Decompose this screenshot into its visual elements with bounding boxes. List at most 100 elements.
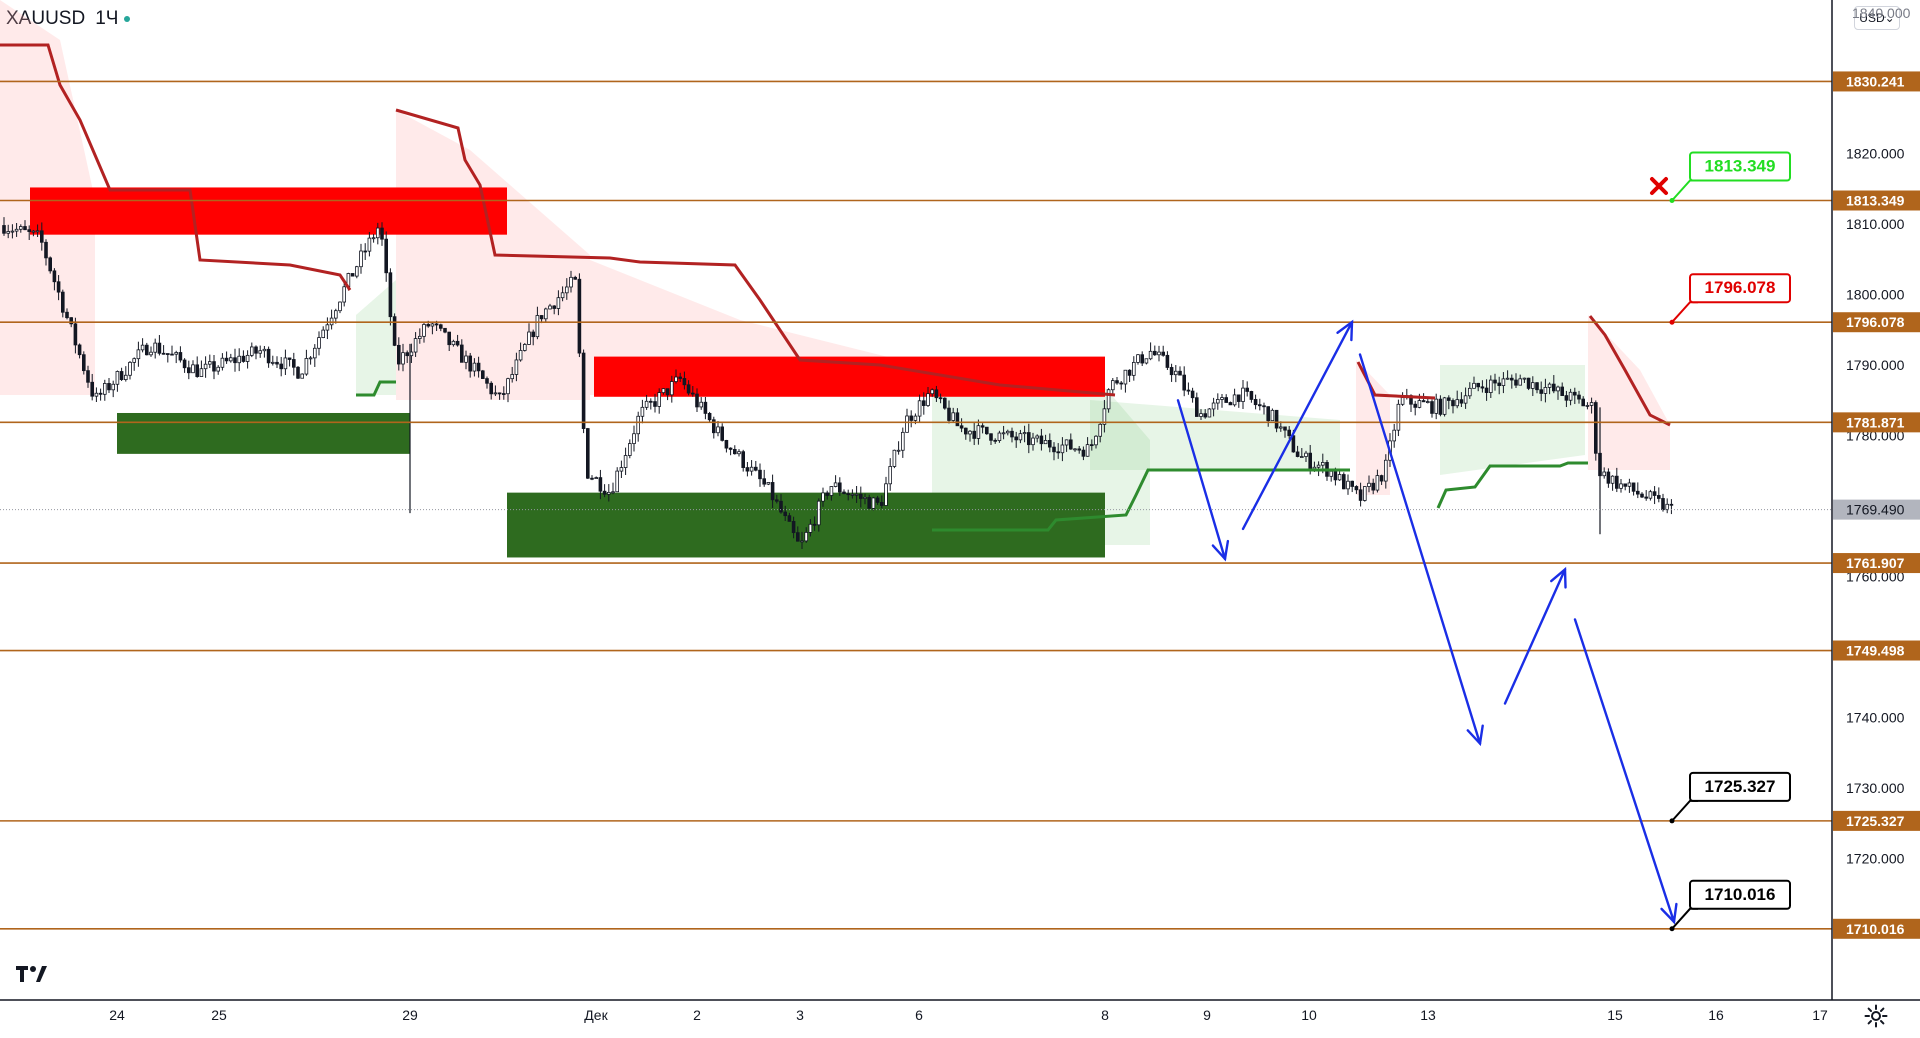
candle (1455, 399, 1460, 407)
candle (619, 467, 624, 472)
candle (1203, 413, 1208, 418)
candle (1547, 383, 1552, 388)
candle (1501, 378, 1506, 386)
candle (846, 493, 850, 496)
candle (132, 358, 137, 363)
callout-box (1689, 771, 1791, 802)
candle (812, 523, 817, 526)
candle (283, 357, 288, 370)
candle (934, 389, 939, 399)
candle (1514, 379, 1518, 386)
gear-icon[interactable] (1864, 1004, 1888, 1028)
chevron-down-icon: ⌄ (1884, 11, 1895, 25)
candle (1022, 432, 1027, 435)
callout-text: 1813.349 (1705, 156, 1776, 175)
candle (1367, 482, 1371, 487)
symbol-name[interactable]: XAUUSD (6, 8, 86, 29)
candle (1081, 449, 1086, 457)
x-tick-label: 24 (109, 1007, 125, 1023)
candle (917, 400, 922, 417)
candle (880, 502, 884, 506)
candle (510, 374, 514, 380)
candle (489, 382, 493, 395)
candle (518, 350, 523, 361)
candle (682, 378, 687, 386)
candle (1589, 402, 1594, 406)
candle (770, 482, 775, 501)
candle (1447, 397, 1451, 401)
tradingview-logo-icon[interactable] (14, 960, 48, 986)
candle (144, 344, 149, 356)
candle (1153, 350, 1157, 356)
candle (86, 370, 90, 383)
candle (1144, 358, 1149, 364)
plot-area: 1813.349 1796.078 1725.327 1710.016 (0, 0, 1832, 932)
candle (186, 367, 191, 374)
candle (670, 381, 674, 396)
candle (18, 226, 23, 230)
candle (817, 500, 821, 526)
candle (523, 344, 527, 351)
callout-anchor (1669, 926, 1675, 932)
candle (1010, 430, 1014, 438)
candle (590, 477, 594, 480)
candle (191, 364, 195, 374)
candle (544, 308, 548, 320)
candle (674, 376, 678, 382)
candle (1186, 389, 1191, 392)
candle (1577, 394, 1581, 400)
candle (434, 323, 439, 326)
candle (1476, 382, 1481, 388)
candle (1039, 435, 1044, 445)
candle (1526, 377, 1531, 389)
candle (262, 348, 267, 352)
candle (1052, 446, 1056, 453)
candle (1270, 409, 1275, 422)
candle (1505, 377, 1510, 380)
candle (1354, 486, 1359, 491)
interval-label[interactable]: 1Ч (95, 8, 119, 29)
forecast-arrow-segment (1358, 353, 1482, 745)
candle (115, 371, 120, 385)
candle (1371, 482, 1376, 491)
candle (1279, 426, 1283, 429)
candle (1195, 397, 1199, 417)
level-price-text: 1781.871 (1846, 414, 1905, 430)
x-tick-label: 17 (1812, 1007, 1828, 1023)
candle (527, 331, 531, 345)
candle (1518, 378, 1523, 386)
candle (485, 378, 489, 384)
candle (170, 353, 174, 356)
candle (1363, 486, 1367, 501)
candle (1573, 391, 1577, 396)
candle (901, 431, 905, 451)
candle (228, 357, 233, 362)
candle (1480, 386, 1485, 389)
x-tick-label: Дек (584, 1007, 608, 1023)
symbol-header[interactable]: XAUUSD 1Ч (6, 8, 131, 30)
candle (384, 238, 388, 274)
candle (644, 400, 649, 408)
candle (913, 415, 918, 421)
candle (1123, 369, 1128, 385)
candle (1560, 386, 1565, 396)
candle (124, 374, 128, 380)
candle (854, 493, 859, 496)
candle (354, 266, 359, 277)
candle (598, 477, 603, 492)
x-tick-label: 9 (1203, 1007, 1211, 1023)
x-tick-label: 2 (693, 1007, 701, 1023)
candle (1564, 395, 1569, 401)
candle (728, 447, 733, 450)
level-price-text: 1813.349 (1846, 192, 1905, 208)
candle (821, 492, 825, 502)
level-price-text: 1796.078 (1846, 314, 1905, 330)
x-tick-label: 15 (1607, 1007, 1623, 1023)
currency-selector[interactable]: USD ⌄ (1854, 6, 1900, 30)
candle (964, 427, 968, 435)
candle (1333, 470, 1338, 481)
candle (968, 430, 972, 435)
candle (1619, 483, 1623, 489)
candle (249, 346, 254, 356)
